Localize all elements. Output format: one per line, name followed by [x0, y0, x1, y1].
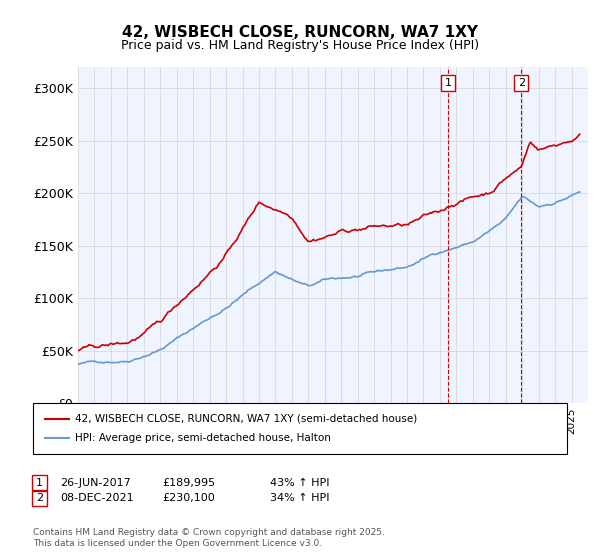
Text: 26-JUN-2017: 26-JUN-2017: [60, 478, 131, 488]
Text: 42, WISBECH CLOSE, RUNCORN, WA7 1XY: 42, WISBECH CLOSE, RUNCORN, WA7 1XY: [122, 25, 478, 40]
Text: 2: 2: [518, 78, 525, 88]
Text: Price paid vs. HM Land Registry's House Price Index (HPI): Price paid vs. HM Land Registry's House …: [121, 39, 479, 52]
Text: 1: 1: [36, 478, 43, 488]
Text: 2: 2: [36, 493, 43, 503]
Text: HPI: Average price, semi-detached house, Halton: HPI: Average price, semi-detached house,…: [75, 433, 331, 444]
Text: 43% ↑ HPI: 43% ↑ HPI: [270, 478, 329, 488]
Text: Contains HM Land Registry data © Crown copyright and database right 2025.
This d: Contains HM Land Registry data © Crown c…: [33, 528, 385, 548]
Text: 08-DEC-2021: 08-DEC-2021: [60, 493, 134, 503]
Text: £189,995: £189,995: [162, 478, 215, 488]
Text: 42, WISBECH CLOSE, RUNCORN, WA7 1XY (semi-detached house): 42, WISBECH CLOSE, RUNCORN, WA7 1XY (sem…: [75, 413, 417, 423]
Text: 34% ↑ HPI: 34% ↑ HPI: [270, 493, 329, 503]
Text: 1: 1: [445, 78, 451, 88]
Text: £230,100: £230,100: [162, 493, 215, 503]
